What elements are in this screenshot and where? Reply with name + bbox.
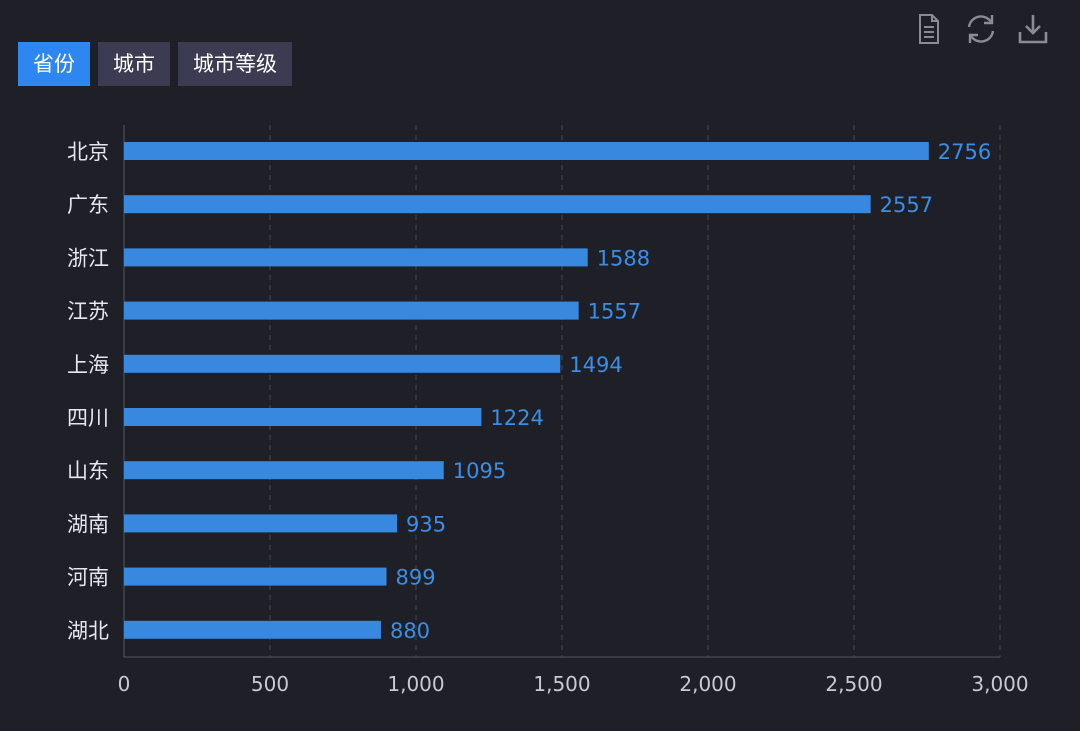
y-tick-label: 上海 (67, 353, 109, 377)
data-label: 899 (396, 566, 436, 590)
bar[interactable] (124, 514, 398, 533)
bar[interactable] (124, 301, 579, 320)
tab-city-level[interactable]: 城市等级 (178, 42, 292, 86)
data-label: 1095 (453, 459, 506, 483)
bar[interactable] (124, 567, 387, 586)
bar[interactable] (124, 408, 482, 426)
x-tick-label: 3,000 (971, 672, 1028, 696)
x-tick-label: 0 (118, 672, 131, 696)
data-label: 1557 (588, 300, 641, 324)
bar[interactable] (124, 620, 381, 639)
y-tick-label: 北京 (67, 140, 109, 164)
x-tick-label: 2,500 (825, 672, 882, 696)
bar[interactable] (124, 461, 444, 480)
tab-province[interactable]: 省份 (18, 42, 90, 86)
data-label: 1224 (490, 406, 543, 430)
chart-toolbox (912, 12, 1050, 46)
tab-city[interactable]: 城市 (98, 42, 170, 86)
tab-bar: 省份 城市 城市等级 (18, 42, 292, 86)
x-tick-label: 1,000 (387, 672, 444, 696)
data-label: 2557 (880, 193, 933, 217)
y-tick-label: 广东 (67, 193, 109, 217)
y-tick-label: 湖南 (67, 512, 109, 536)
y-tick-label: 四川 (67, 406, 109, 430)
download-icon[interactable] (1016, 12, 1050, 46)
x-tick-label: 2,000 (679, 672, 736, 696)
data-label: 1588 (597, 246, 650, 270)
bar[interactable] (124, 195, 871, 214)
y-tick-label: 江苏 (67, 300, 109, 324)
y-tick-label: 河南 (67, 566, 109, 590)
y-tick-label: 山东 (67, 459, 109, 483)
y-tick-label: 浙江 (67, 246, 109, 270)
data-label: 935 (406, 512, 446, 536)
refresh-icon[interactable] (964, 12, 998, 46)
data-label: 1494 (569, 353, 622, 377)
bar[interactable] (124, 142, 929, 160)
data-label: 880 (390, 619, 430, 643)
y-tick-label: 湖北 (67, 619, 109, 643)
bar[interactable] (124, 248, 588, 267)
data-label: 2756 (938, 140, 991, 164)
data-view-icon[interactable] (912, 12, 946, 46)
bar[interactable] (124, 354, 561, 373)
x-tick-label: 500 (251, 672, 289, 696)
x-tick-label: 1,500 (533, 672, 590, 696)
